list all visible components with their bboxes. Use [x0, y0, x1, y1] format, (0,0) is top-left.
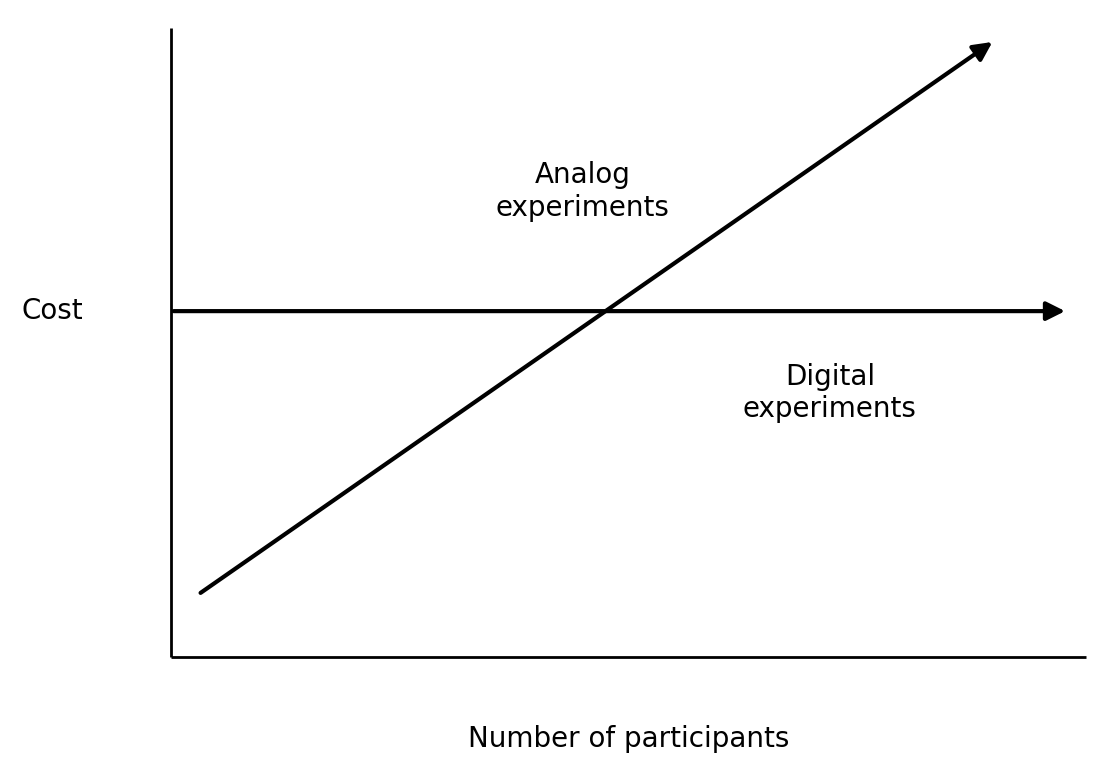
Text: Number of participants: Number of participants — [468, 725, 789, 753]
Text: Cost: Cost — [21, 297, 82, 325]
Text: Digital
experiments: Digital experiments — [743, 363, 917, 423]
Text: Analog
experiments: Analog experiments — [496, 162, 670, 221]
